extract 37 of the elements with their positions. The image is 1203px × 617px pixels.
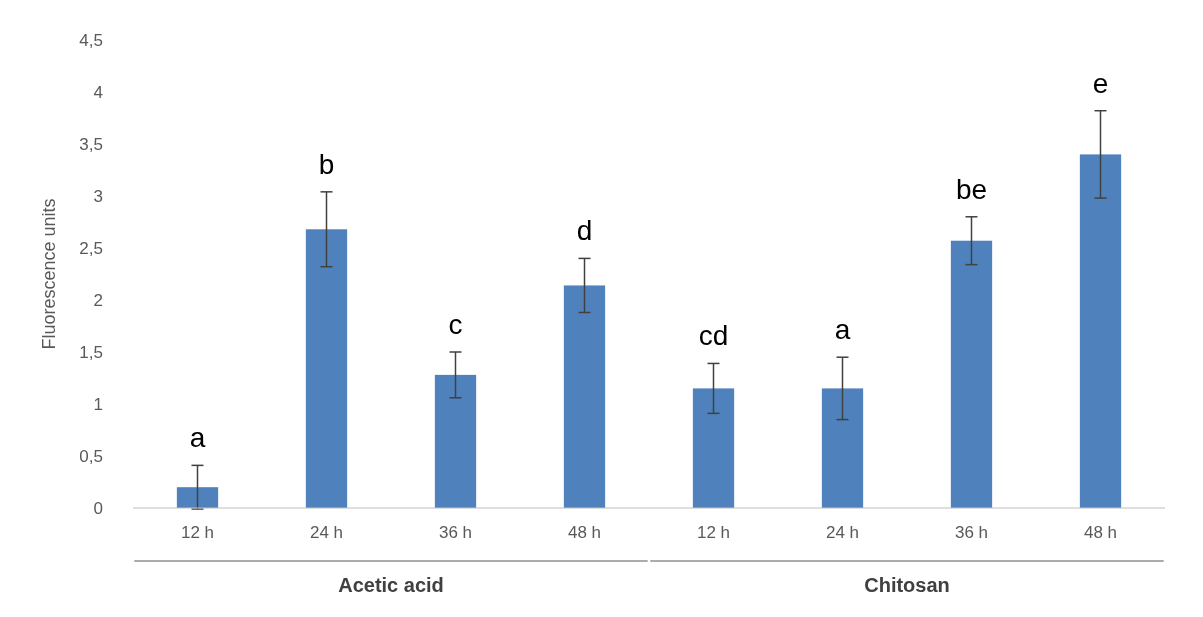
annotation: a: [189, 422, 206, 454]
y-tick-label: 1: [93, 394, 103, 414]
bar: [692, 388, 735, 508]
x-tick-label: 36 h: [954, 523, 989, 542]
bar: [434, 374, 477, 508]
annotation: e: [1092, 67, 1109, 99]
bar: [563, 285, 606, 508]
text: Chitosan: [864, 574, 950, 596]
x-tick-label: 12 h: [180, 523, 215, 542]
x-tick-label: 24 h: [309, 523, 344, 542]
y-tick-label: 0: [93, 498, 103, 518]
bar: [821, 388, 864, 508]
y-tick-label: 4: [93, 82, 103, 102]
annotation: b: [318, 148, 335, 180]
y-tick-label: 2,5: [79, 238, 103, 258]
x-tick-label: 36 h: [438, 523, 473, 542]
x-tick-label: 48 h: [567, 523, 602, 542]
x-tick-label: 48 h: [1083, 523, 1118, 542]
y-tick-label: 1,5: [79, 342, 103, 362]
y-tick-label: 3: [93, 186, 103, 206]
x-tick-label: 12 h: [696, 523, 731, 542]
bar: [950, 240, 993, 508]
annotation: c: [448, 309, 463, 340]
text: Acetic acid: [338, 574, 444, 596]
annotation: cd: [698, 320, 729, 352]
x-tick-label: 24 h: [825, 523, 860, 542]
bar: [1079, 154, 1122, 508]
y-tick-label: 4,5: [79, 30, 103, 50]
bar: [176, 487, 219, 508]
annotation: a: [834, 314, 851, 346]
y-tick-label: 3,5: [79, 134, 103, 154]
y-tick-label: 2: [93, 290, 103, 310]
y-tick-label: 0,5: [79, 446, 103, 466]
y-axis-title: Fluorescence units: [39, 198, 59, 350]
annotation: d: [576, 215, 593, 247]
annotation: be: [955, 173, 988, 205]
bar: [305, 229, 348, 508]
